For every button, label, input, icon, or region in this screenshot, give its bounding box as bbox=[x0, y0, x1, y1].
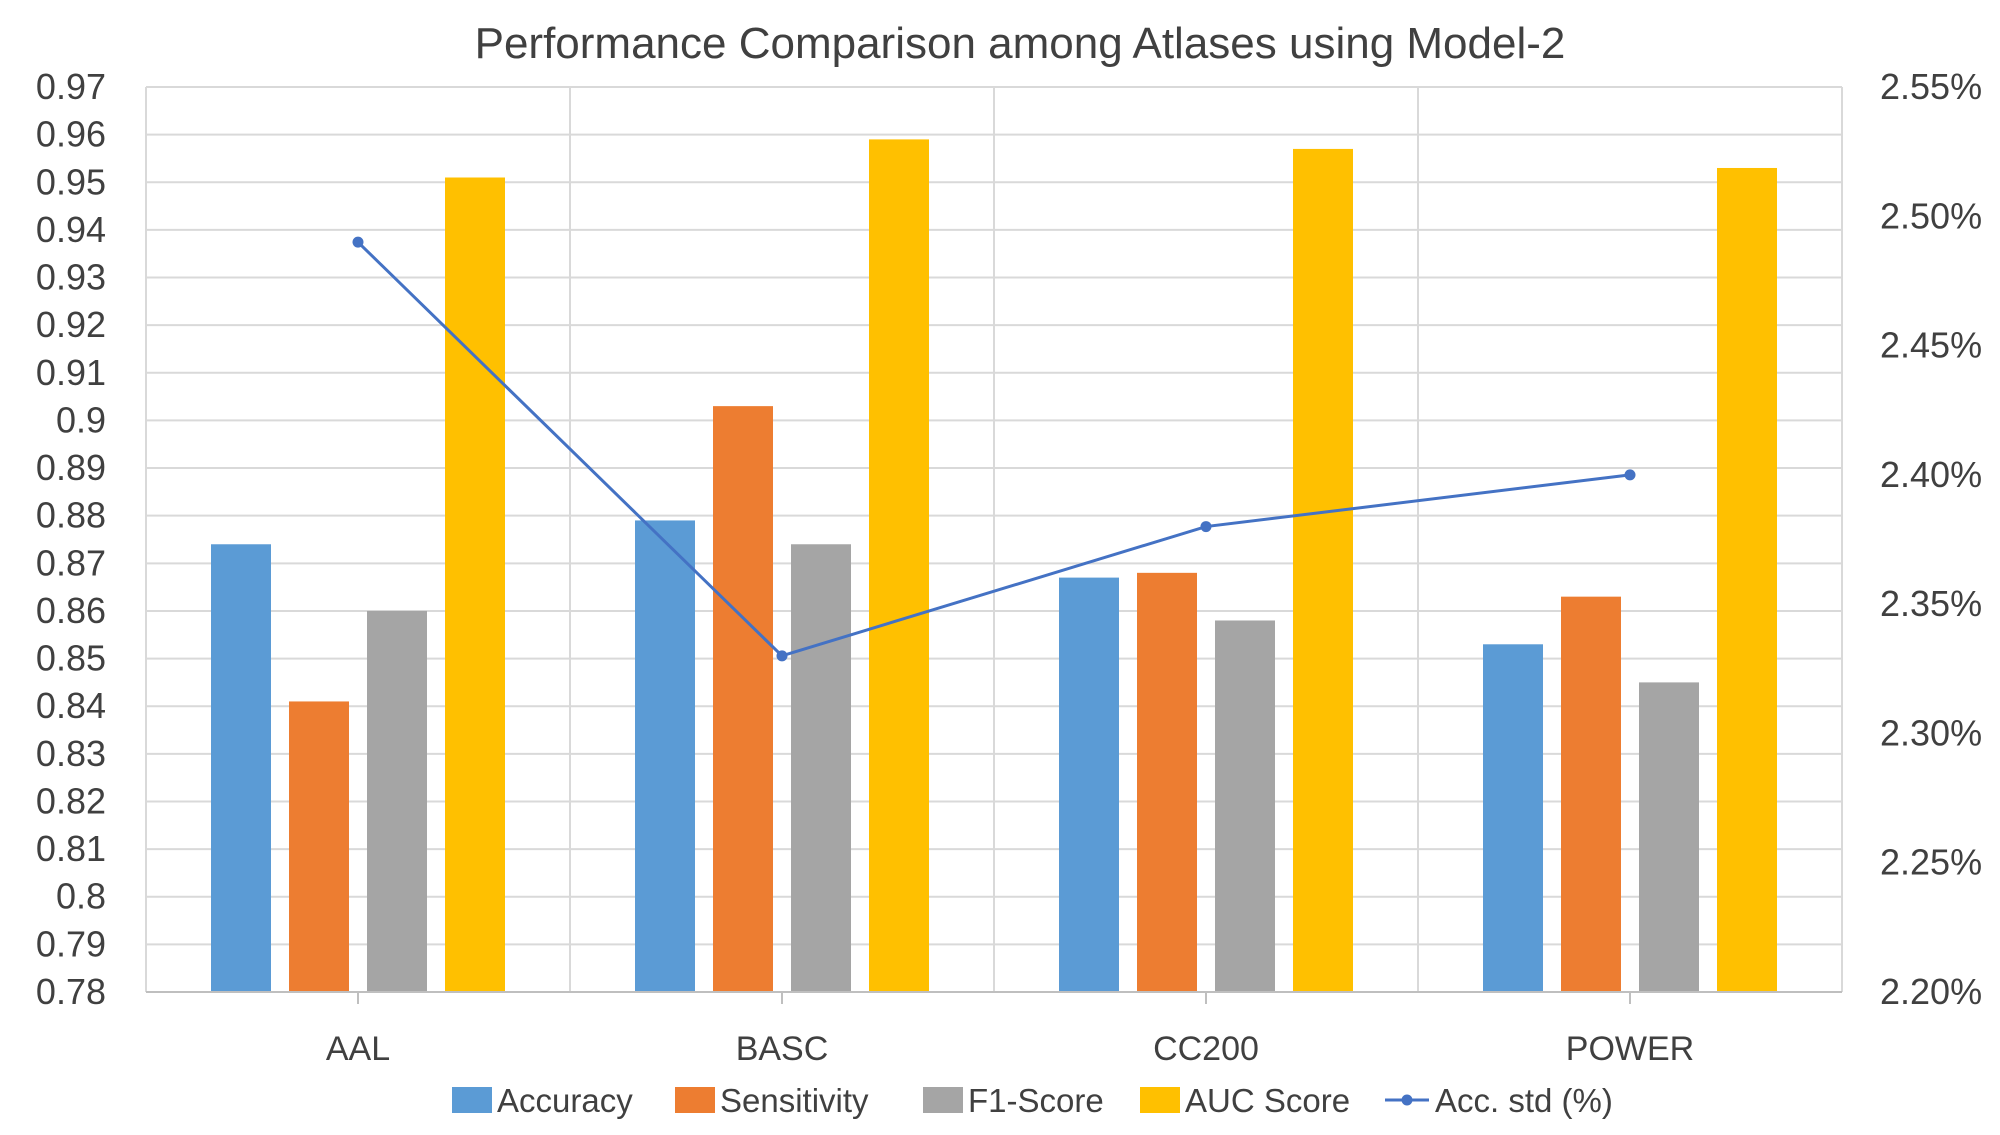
y-tick-label: 0.92 bbox=[36, 304, 106, 345]
line-point bbox=[776, 650, 788, 662]
legend-label: Accuracy bbox=[497, 1082, 633, 1119]
y2-tick-label: 2.35% bbox=[1880, 583, 1982, 624]
bar-accuracy bbox=[1483, 644, 1543, 992]
y-tick-label: 0.86 bbox=[36, 590, 106, 631]
bar-accuracy bbox=[1059, 577, 1119, 992]
line-point bbox=[352, 236, 364, 248]
line-point bbox=[1200, 521, 1212, 533]
y-tick-label: 0.9 bbox=[56, 399, 106, 440]
y-tick-label: 0.89 bbox=[36, 447, 106, 488]
bar-f1-score bbox=[1215, 620, 1275, 992]
y-tick-label: 0.94 bbox=[36, 209, 106, 250]
y-tick-label: 0.87 bbox=[36, 542, 106, 583]
line-series bbox=[352, 236, 1636, 662]
legend-swatch bbox=[675, 1087, 715, 1113]
y-tick-label: 0.96 bbox=[36, 114, 106, 155]
bar-auc-score bbox=[1293, 148, 1353, 993]
y-tick-label: 0.8 bbox=[56, 876, 106, 917]
legend-swatch bbox=[452, 1087, 492, 1113]
x-tick-label: POWER bbox=[1566, 1030, 1694, 1068]
y-tick-label: 0.97 bbox=[36, 66, 106, 107]
legend-line-marker bbox=[1401, 1094, 1413, 1106]
y-tick-label: 0.82 bbox=[36, 780, 106, 821]
y-tick-label: 0.83 bbox=[36, 733, 106, 774]
x-tick-label: BASC bbox=[736, 1030, 829, 1068]
y-tick-label: 0.85 bbox=[36, 638, 106, 679]
y2-tick-label: 2.45% bbox=[1880, 325, 1982, 366]
y2-tick-label: 2.55% bbox=[1880, 66, 1982, 107]
legend-swatch bbox=[1140, 1087, 1180, 1113]
y-tick-label: 0.78 bbox=[36, 971, 106, 1012]
bar-sensitivity bbox=[1137, 572, 1197, 992]
y-axis: 0.97 0.96 0.95 0.94 0.93 0.92 0.91 0.9 0.89 0.88 0… bbox=[36, 66, 106, 1012]
grid bbox=[145, 86, 1843, 993]
bar-auc-score bbox=[445, 177, 505, 992]
x-tick-label: CC200 bbox=[1153, 1030, 1259, 1068]
legend-label: AUC Score bbox=[1185, 1082, 1350, 1119]
bars bbox=[211, 139, 1777, 993]
x-axis: AAL BASC CC200 POWER bbox=[146, 991, 1842, 1068]
chart-title: Performance Comparison among Atlases usi… bbox=[475, 19, 1566, 68]
bar-accuracy bbox=[635, 520, 695, 992]
y2-tick-label: 2.20% bbox=[1880, 971, 1982, 1012]
y-tick-label: 0.79 bbox=[36, 923, 106, 964]
bar-auc-score bbox=[869, 139, 929, 993]
y2-tick-label: 2.40% bbox=[1880, 454, 1982, 495]
x-tick-label: AAL bbox=[326, 1030, 390, 1068]
y-tick-label: 0.95 bbox=[36, 161, 106, 202]
bar-f1-score bbox=[791, 544, 851, 992]
bar-sensitivity bbox=[1561, 596, 1621, 992]
y2-tick-label: 2.50% bbox=[1880, 195, 1982, 236]
legend-label: Acc. std (%) bbox=[1435, 1082, 1613, 1119]
y-tick-label: 0.81 bbox=[36, 828, 106, 869]
y-tick-label: 0.93 bbox=[36, 257, 106, 298]
bar-f1-score bbox=[1639, 682, 1699, 992]
legend: Accuracy Sensitivity F1-Score AUC Score Acc.… bbox=[452, 1082, 1613, 1119]
line-acc-std bbox=[356, 241, 1631, 658]
legend-label: Sensitivity bbox=[720, 1082, 869, 1119]
bar-f1-score bbox=[367, 610, 427, 992]
y2-tick-label: 2.30% bbox=[1880, 712, 1982, 753]
y-tick-label: 0.88 bbox=[36, 495, 106, 536]
y-tick-label: 0.91 bbox=[36, 352, 106, 393]
bar-accuracy bbox=[211, 544, 271, 992]
bar-auc-score bbox=[1717, 167, 1777, 992]
line-point bbox=[1624, 469, 1636, 481]
bar-sensitivity bbox=[289, 701, 349, 992]
legend-swatch bbox=[923, 1087, 963, 1113]
y2-tick-label: 2.25% bbox=[1880, 842, 1982, 883]
y2-axis: 2.55% 2.50% 2.45% 2.40% 2.35% 2.30% 2.25% 2.20% bbox=[1880, 66, 1982, 1012]
bar-sensitivity bbox=[713, 406, 773, 992]
legend-label: F1-Score bbox=[968, 1082, 1104, 1119]
y-tick-label: 0.84 bbox=[36, 685, 106, 726]
